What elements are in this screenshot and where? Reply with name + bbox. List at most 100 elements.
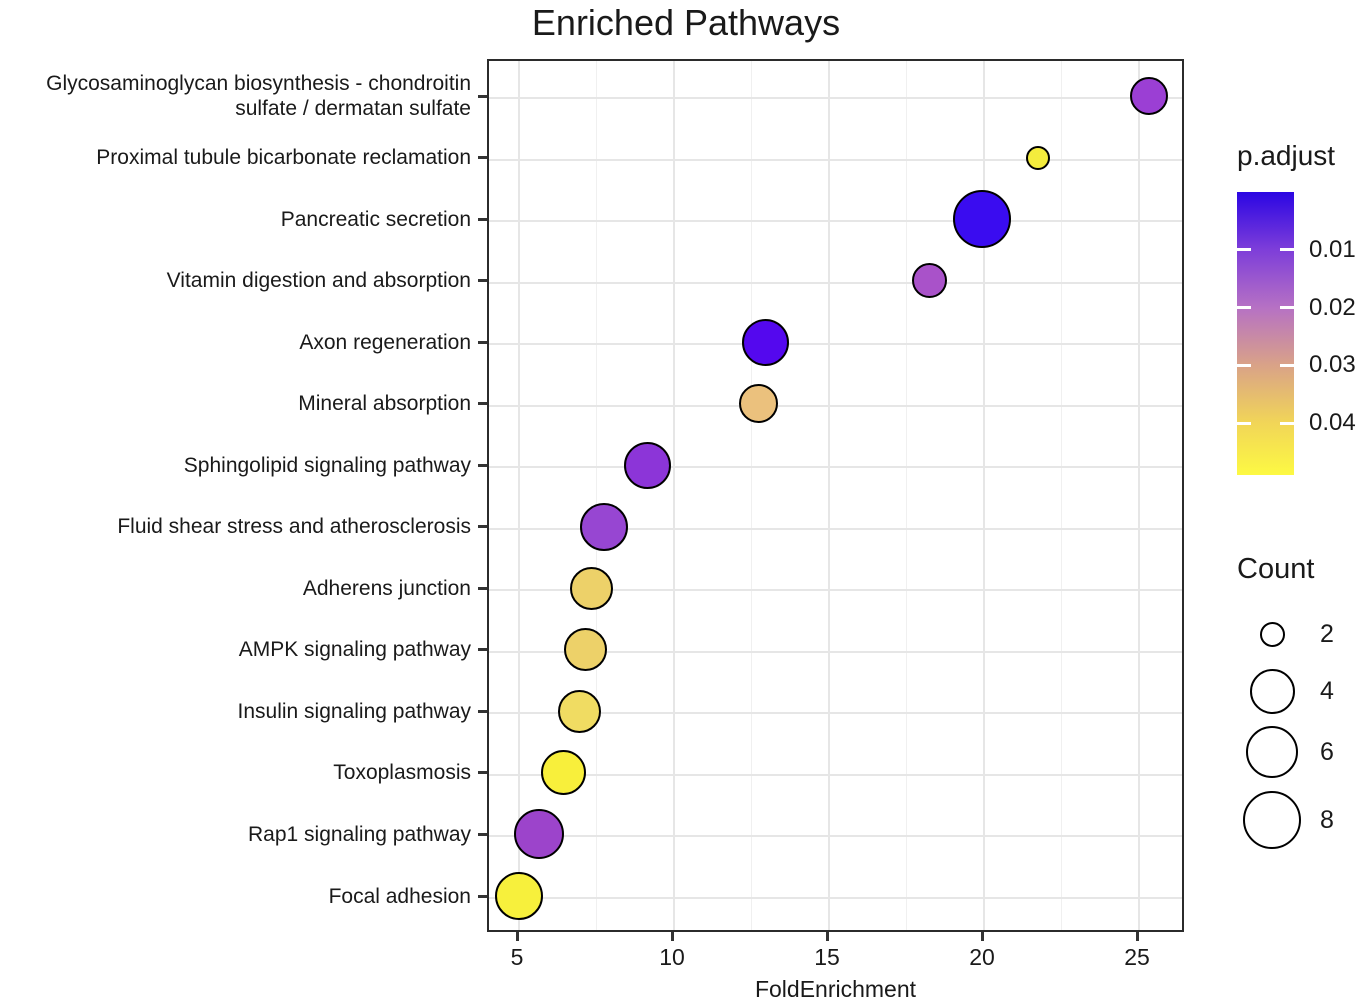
count-legend-label: 4 xyxy=(1320,677,1334,705)
data-bubble xyxy=(541,750,586,796)
data-bubble xyxy=(563,628,607,672)
count-legend-circle xyxy=(1259,621,1285,647)
padjust-tick xyxy=(1237,306,1251,309)
data-bubble xyxy=(557,689,601,733)
y-axis-tick xyxy=(478,586,487,590)
count-legend-label: 2 xyxy=(1320,620,1334,648)
plot-panel xyxy=(487,59,1184,932)
gridline-v-major xyxy=(518,61,520,930)
data-bubble xyxy=(741,318,789,366)
gridline-v-minor xyxy=(596,61,597,930)
y-axis-label: Axon regeneration xyxy=(299,330,471,354)
padjust-tick xyxy=(1237,248,1251,252)
y-axis-label: Rap1 signaling pathway xyxy=(248,822,471,846)
gridline-v-major xyxy=(983,61,985,930)
padjust-tick-label: 0.01 xyxy=(1309,235,1356,263)
gridline-v-major xyxy=(673,61,675,930)
y-axis-label: Mineral absorption xyxy=(298,392,471,416)
count-legend-circle xyxy=(1243,791,1301,849)
gridline-h xyxy=(489,527,1182,530)
gridline-v-major xyxy=(1138,61,1140,930)
plot-title: Enriched Pathways xyxy=(531,2,841,43)
gridline-h xyxy=(489,404,1182,407)
y-axis-label: Adherens junction xyxy=(302,576,471,600)
x-axis-tick-label: 5 xyxy=(510,944,524,970)
gridline-h xyxy=(489,835,1182,838)
padjust-tick xyxy=(1280,363,1294,367)
y-axis-tick xyxy=(478,340,487,344)
gridline-h xyxy=(489,466,1182,469)
y-axis-label: Proximal tubule bicarbonate reclamation xyxy=(96,146,471,170)
x-axis-tick xyxy=(980,932,984,941)
padjust-tick xyxy=(1280,421,1294,425)
x-axis-tick-label: 10 xyxy=(659,944,685,970)
gridline-v-major xyxy=(828,61,830,930)
y-axis-label: Focal adhesion xyxy=(328,884,471,908)
gridline-v-minor xyxy=(906,61,907,930)
y-axis-tick xyxy=(478,894,487,898)
y-axis-tick xyxy=(478,279,487,283)
data-bubble xyxy=(513,809,564,860)
gridline-v-minor xyxy=(1061,61,1062,930)
y-axis-label: AMPK signaling pathway xyxy=(238,638,471,662)
y-axis-tick xyxy=(478,648,487,652)
padjust-tick-label: 0.04 xyxy=(1309,409,1356,437)
x-axis-tick-label: 20 xyxy=(969,944,995,970)
padjust-tick xyxy=(1280,306,1294,309)
y-axis-tick xyxy=(478,156,487,160)
y-axis-label: Pancreatic secretion xyxy=(280,207,471,231)
gridline-h xyxy=(489,589,1182,592)
data-bubble xyxy=(579,502,628,551)
padjust-colorbar xyxy=(1237,192,1294,475)
y-axis-label: Toxoplasmosis xyxy=(333,761,471,785)
padjust-legend-title: p.adjust xyxy=(1237,140,1336,171)
data-bubble xyxy=(911,263,947,299)
x-axis-tick xyxy=(1135,932,1139,941)
gridline-h xyxy=(489,897,1182,900)
padjust-tick-label: 0.03 xyxy=(1309,351,1356,379)
padjust-tick-label: 0.02 xyxy=(1309,293,1356,321)
count-legend-title: Count xyxy=(1237,553,1315,585)
y-axis-tick xyxy=(478,771,487,775)
data-bubble xyxy=(739,384,779,424)
count-legend-circle xyxy=(1246,726,1298,778)
y-axis-tick xyxy=(478,525,487,529)
data-bubble xyxy=(494,872,543,921)
gridline-h xyxy=(489,650,1182,653)
data-bubble xyxy=(1025,145,1050,170)
x-axis-tick xyxy=(825,932,829,941)
gridline-h xyxy=(489,281,1182,284)
gridline-h xyxy=(489,158,1182,161)
x-axis-title: FoldEnrichment xyxy=(754,976,917,1002)
count-legend-label: 6 xyxy=(1320,738,1334,766)
y-axis-label: Vitamin digestion and absorption xyxy=(166,269,471,293)
data-bubble xyxy=(569,566,613,610)
y-axis-tick xyxy=(478,709,487,713)
y-axis-tick xyxy=(478,94,487,98)
y-axis-label: Glycosaminoglycan biosynthesis - chondro… xyxy=(46,72,471,120)
y-axis-label: Insulin signaling pathway xyxy=(237,699,471,723)
gridline-h xyxy=(489,773,1182,776)
data-bubble xyxy=(953,190,1011,249)
x-axis-tick xyxy=(515,932,519,941)
y-axis-tick xyxy=(478,402,487,406)
y-axis-label: Fluid shear stress and atherosclerosis xyxy=(117,515,471,539)
data-bubble xyxy=(1130,77,1169,115)
x-axis-tick xyxy=(670,932,674,941)
y-axis-tick xyxy=(478,217,487,221)
x-axis-tick-label: 15 xyxy=(814,944,840,970)
gridline-h xyxy=(489,220,1182,223)
x-axis-tick-label: 25 xyxy=(1124,944,1150,970)
y-axis-tick xyxy=(478,832,487,836)
padjust-tick xyxy=(1237,363,1251,367)
gridline-h xyxy=(489,712,1182,715)
padjust-tick xyxy=(1280,248,1294,252)
data-bubble xyxy=(623,441,671,489)
y-axis-tick xyxy=(478,463,487,467)
gridline-v-minor xyxy=(751,61,752,930)
y-axis-label: Sphingolipid signaling pathway xyxy=(183,453,471,477)
gridline-h xyxy=(489,97,1182,99)
count-legend-label: 8 xyxy=(1320,806,1334,834)
padjust-tick xyxy=(1237,421,1251,425)
